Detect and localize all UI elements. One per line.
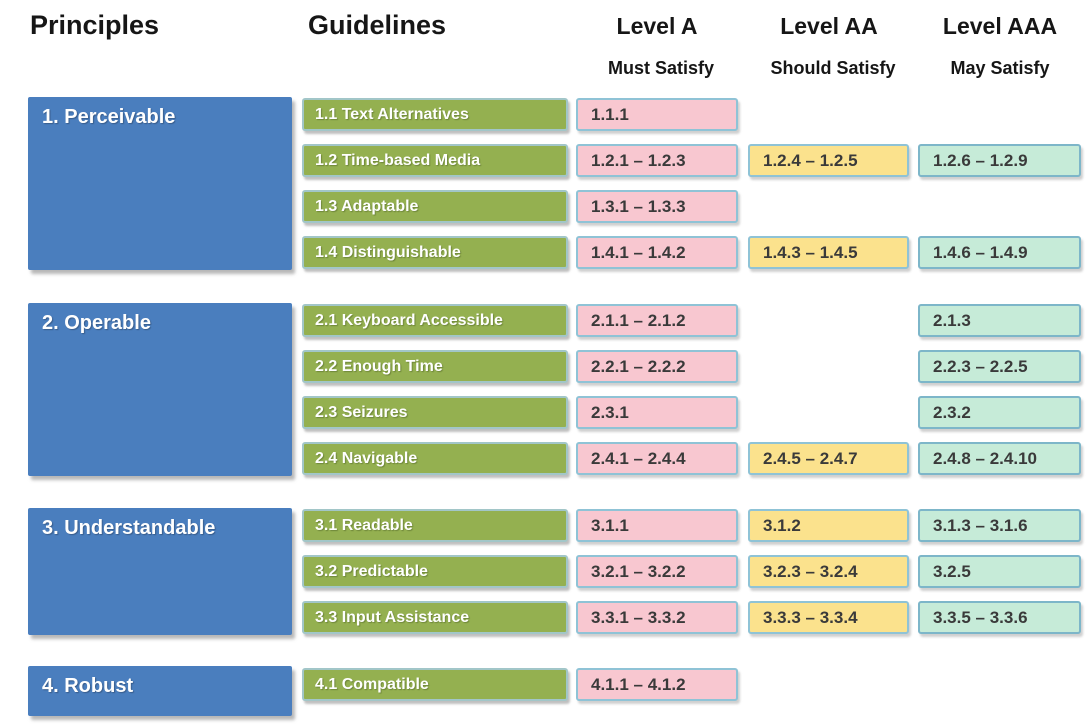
principle-box-robust: 4. Robust: [28, 666, 292, 716]
guideline-box-2-4: 2.4 Navigable: [302, 442, 568, 475]
level-a-header: Level A: [616, 13, 698, 39]
guideline-box-2-1: 2.1 Keyboard Accessible: [302, 304, 568, 337]
principles-column-header: Principles: [30, 10, 160, 40]
level-aa-box-3-1: 3.1.2: [748, 509, 909, 542]
level-a-box-1-3: 1.3.1 – 1.3.3: [576, 190, 738, 223]
guideline-box-3-3: 3.3 Input Assistance: [302, 601, 568, 634]
level-a-box-1-1: 1.1.1: [576, 98, 738, 131]
guideline-box-1-1: 1.1 Text Alternatives: [302, 98, 568, 131]
level-aa-box-3-2: 3.2.3 – 3.2.4: [748, 555, 909, 588]
level-aa-header: Level AA: [780, 13, 878, 39]
level-a-subheader: Must Satisfy: [607, 58, 715, 78]
level-aaa-box-2-2: 2.2.3 – 2.2.5: [918, 350, 1081, 383]
principle-box-understandable: 3. Understandable: [28, 508, 292, 635]
level-aaa-box-3-3: 3.3.5 – 3.3.6: [918, 601, 1081, 634]
guideline-box-1-2: 1.2 Time-based Media: [302, 144, 568, 177]
level-aaa-subheader: May Satisfy: [950, 58, 1050, 78]
level-a-box-3-3: 3.3.1 – 3.3.2: [576, 601, 738, 634]
level-a-box-2-2: 2.2.1 – 2.2.2: [576, 350, 738, 383]
level-aaa-box-3-2: 3.2.5: [918, 555, 1081, 588]
level-aa-subheader: Should Satisfy: [770, 58, 896, 78]
level-aaa-box-2-4: 2.4.8 – 2.4.10: [918, 442, 1081, 475]
level-a-box-1-2: 1.2.1 – 1.2.3: [576, 144, 738, 177]
level-aaa-box-1-2: 1.2.6 – 1.2.9: [918, 144, 1081, 177]
level-a-box-3-1: 3.1.1: [576, 509, 738, 542]
guideline-box-2-3: 2.3 Seizures: [302, 396, 568, 429]
guideline-box-1-4: 1.4 Distinguishable: [302, 236, 568, 269]
level-aa-box-2-4: 2.4.5 – 2.4.7: [748, 442, 909, 475]
level-aa-box-3-3: 3.3.3 – 3.3.4: [748, 601, 909, 634]
level-aaa-header: Level AAA: [942, 13, 1058, 39]
level-a-box-4-1: 4.1.1 – 4.1.2: [576, 668, 738, 701]
guideline-box-4-1: 4.1 Compatible: [302, 668, 568, 701]
level-a-box-2-1: 2.1.1 – 2.1.2: [576, 304, 738, 337]
level-a-box-3-2: 3.2.1 – 3.2.2: [576, 555, 738, 588]
principle-box-perceivable: 1. Perceivable: [28, 97, 292, 270]
guideline-box-3-2: 3.2 Predictable: [302, 555, 568, 588]
level-a-box-2-3: 2.3.1: [576, 396, 738, 429]
level-aaa-box-1-4: 1.4.6 – 1.4.9: [918, 236, 1081, 269]
guideline-box-2-2: 2.2 Enough Time: [302, 350, 568, 383]
level-aa-box-1-4: 1.4.3 – 1.4.5: [748, 236, 909, 269]
level-aaa-box-2-3: 2.3.2: [918, 396, 1081, 429]
guideline-box-3-1: 3.1 Readable: [302, 509, 568, 542]
level-a-box-2-4: 2.4.1 – 2.4.4: [576, 442, 738, 475]
guidelines-column-header: Guidelines: [308, 10, 447, 40]
principle-box-operable: 2. Operable: [28, 303, 292, 476]
level-aaa-box-3-1: 3.1.3 – 3.1.6: [918, 509, 1081, 542]
level-a-box-1-4: 1.4.1 – 1.4.2: [576, 236, 738, 269]
level-aa-box-1-2: 1.2.4 – 1.2.5: [748, 144, 909, 177]
guideline-box-1-3: 1.3 Adaptable: [302, 190, 568, 223]
level-aaa-box-2-1: 2.1.3: [918, 304, 1081, 337]
